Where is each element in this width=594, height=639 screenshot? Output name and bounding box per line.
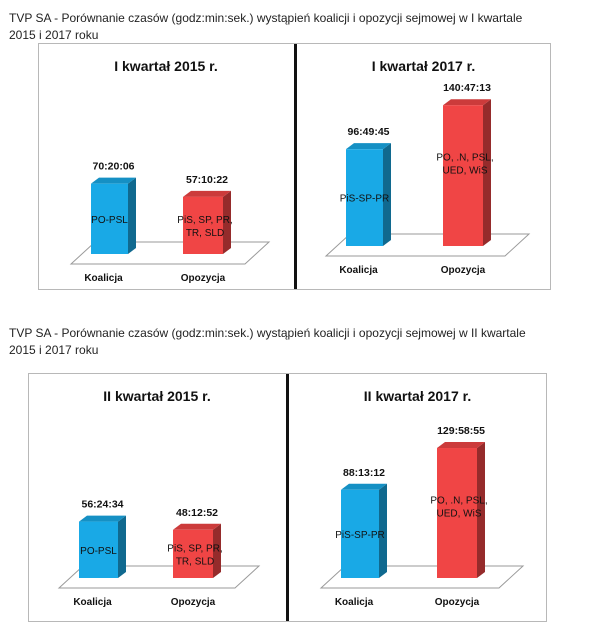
bar-top <box>437 442 485 449</box>
category-label: Koalicja <box>84 273 123 284</box>
bar-front <box>173 529 213 578</box>
bar-top <box>91 177 136 184</box>
category-label: Opozycja <box>435 597 480 608</box>
bar-side <box>128 177 136 254</box>
data-label: 57:10:22 <box>186 174 228 186</box>
bar-front <box>437 448 477 578</box>
heading-q1: TVP SA - Porównanie czasów (godz:min:sek… <box>9 10 584 44</box>
bar-side <box>118 515 126 578</box>
bar-koalicja <box>346 143 391 246</box>
bar-inner-label: PiS-SP-PR <box>340 194 389 205</box>
bar-top <box>183 190 231 197</box>
category-label: Opozycja <box>171 597 216 608</box>
bar-front <box>443 105 483 246</box>
chart-0: I kwartał 2015 r. 70:20:06 PO-PSL Koalicja 5… <box>69 58 271 284</box>
bar-side <box>477 442 485 578</box>
bar-inner-label: PO, .N, PSL, <box>430 496 487 507</box>
bar-top <box>443 99 491 106</box>
data-label: 56:24:34 <box>81 499 123 511</box>
bar-top <box>346 143 391 150</box>
bar-opozycja <box>437 442 485 578</box>
bar-opozycja <box>443 99 491 246</box>
bar-inner-label: UED, WiS <box>437 509 482 520</box>
chart-title: I kwartał 2015 r. <box>114 58 218 74</box>
bar-koalicja <box>91 177 136 254</box>
chart-panel-q2: II kwartał 2015 r. 56:24:34 PO-PSL Koalicja… <box>28 373 547 622</box>
bar-inner-label: PO-PSL <box>91 215 128 226</box>
bar-inner-label: PO, .N, PSL, <box>436 153 493 164</box>
bar-front <box>341 489 379 578</box>
panel-divider <box>294 44 297 289</box>
bar-koalicja <box>341 483 387 578</box>
bar-front <box>79 521 118 578</box>
bar-top <box>173 523 221 530</box>
heading-q1-line1: TVP SA - Porównanie czasów (godz:min:sek… <box>9 11 523 25</box>
category-label: Koalicja <box>335 597 374 608</box>
bar-inner-label: PiS-SP-PR <box>335 530 384 541</box>
heading-q1-line2: 2015 i 2017 roku <box>9 28 99 42</box>
bar-inner-label: PiS, SP, PR, <box>177 215 232 226</box>
bar-side <box>379 483 387 578</box>
chart-group-q2: II kwartał 2015 r. 56:24:34 PO-PSL Koalicja… <box>28 373 547 622</box>
panel-divider <box>286 374 289 621</box>
heading-q2: TVP SA - Porównanie czasów (godz:min:sek… <box>9 325 584 359</box>
chart-title: II kwartał 2015 r. <box>103 388 210 404</box>
data-label: 70:20:06 <box>92 161 134 173</box>
data-label: 96:49:45 <box>347 126 389 138</box>
bar-inner-label: TR, SLD <box>176 556 214 567</box>
chart-1: I kwartał 2017 r. 96:49:45 PiS-SP-PR Koalic… <box>324 58 531 276</box>
bar-inner-label: PO-PSL <box>80 546 117 557</box>
heading-q2-line2: 2015 i 2017 roku <box>9 343 99 357</box>
bar-inner-label: UED, WiS <box>443 166 488 177</box>
data-label: 88:13:12 <box>343 467 385 479</box>
category-label: Opozycja <box>181 273 226 284</box>
category-label: Opozycja <box>441 265 486 276</box>
chart-3: II kwartał 2017 r. 88:13:12 PiS-SP-PR Koali… <box>319 388 525 608</box>
category-label: Koalicja <box>339 265 378 276</box>
bar-side <box>223 190 231 254</box>
heading-q2-line1: TVP SA - Porównanie czasów (godz:min:sek… <box>9 326 526 340</box>
bar-top <box>341 483 387 490</box>
bar-side <box>213 523 221 578</box>
category-label: Koalicja <box>73 597 112 608</box>
bar-top <box>79 515 126 522</box>
bar-side <box>483 99 491 246</box>
bar-front <box>346 149 383 246</box>
bar-inner-label: TR, SLD <box>186 228 224 239</box>
bar-front <box>91 183 128 254</box>
chart-panel-q1: I kwartał 2015 r. 70:20:06 PO-PSL Koalicja 5… <box>38 43 551 290</box>
data-label: 48:12:52 <box>176 507 218 519</box>
bar-opozycja <box>183 190 231 254</box>
bar-inner-label: PiS, SP, PR, <box>167 543 222 554</box>
bar-opozycja <box>173 523 221 578</box>
chart-title: I kwartał 2017 r. <box>372 58 476 74</box>
bar-koalicja <box>79 515 126 578</box>
data-label: 140:47:13 <box>443 82 491 94</box>
data-label: 129:58:55 <box>437 425 485 437</box>
chart-group-q1: I kwartał 2015 r. 70:20:06 PO-PSL Koalicja 5… <box>38 43 551 290</box>
chart-2: II kwartał 2015 r. 56:24:34 PO-PSL Koalicja… <box>57 388 261 608</box>
chart-title: II kwartał 2017 r. <box>364 388 471 404</box>
bar-side <box>383 143 391 246</box>
bar-front <box>183 196 223 254</box>
